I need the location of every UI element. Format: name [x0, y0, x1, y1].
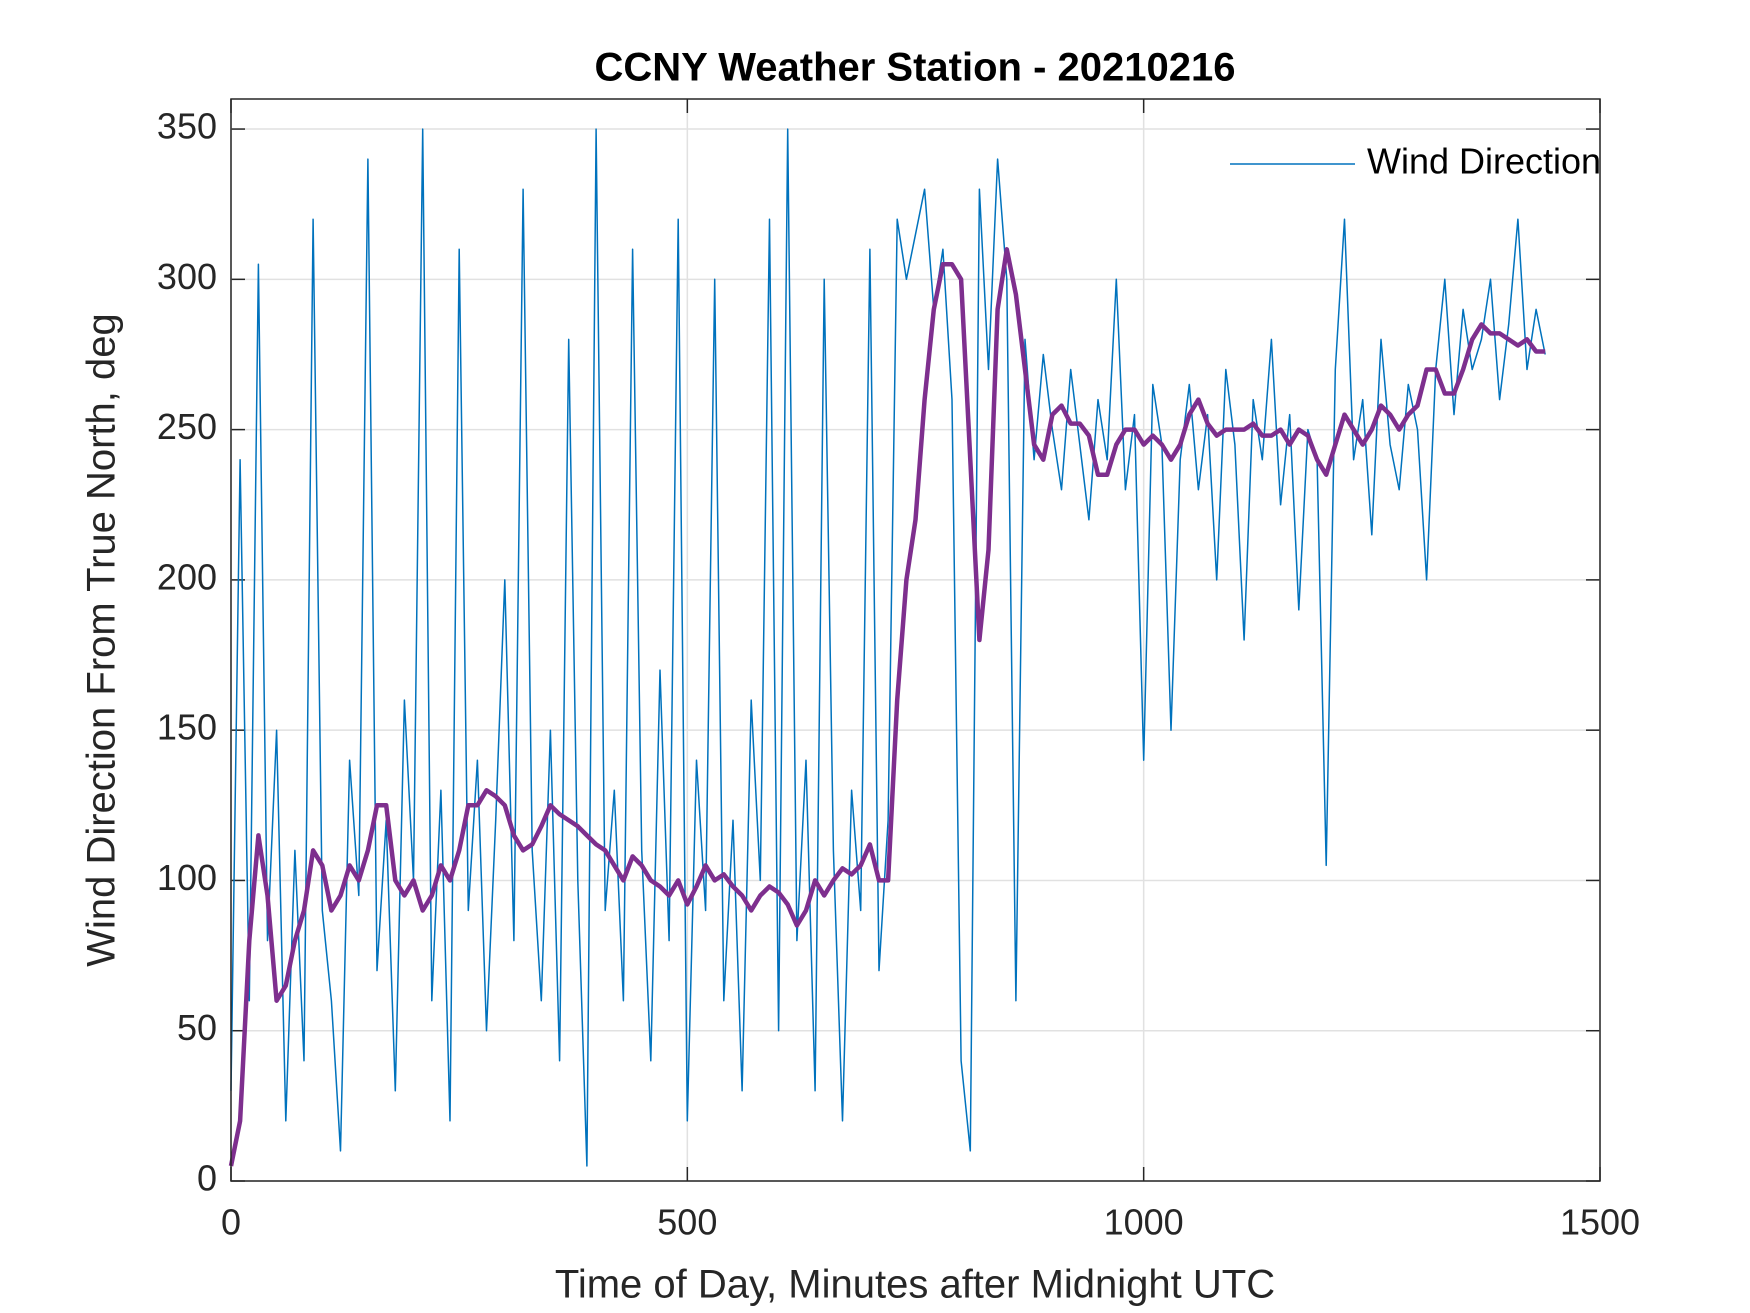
- x-tick-label: 0: [221, 1202, 241, 1243]
- y-tick-label: 200: [157, 556, 217, 597]
- x-tick-label: 1500: [1560, 1202, 1640, 1243]
- y-tick-label: 350: [157, 106, 217, 147]
- y-tick-label: 300: [157, 256, 217, 297]
- x-axis-label: Time of Day, Minutes after Midnight UTC: [555, 1263, 1275, 1307]
- y-tick-label: 50: [177, 1007, 217, 1048]
- y-axis-label: Wind Direction From True North, deg: [80, 313, 124, 967]
- x-tick-label: 1000: [1104, 1202, 1184, 1243]
- y-tick-label: 100: [157, 857, 217, 898]
- data-line: [228, 247, 1546, 1167]
- chart-title: CCNY Weather Station - 20210216: [595, 46, 1236, 90]
- plot-area: [231, 99, 1600, 1181]
- y-tick-label: 0: [197, 1158, 217, 1199]
- data-line: [230, 128, 1546, 1167]
- y-tick-label: 250: [157, 406, 217, 447]
- y-tick-label: 150: [157, 707, 217, 748]
- legend-label: Wind Direction: [1367, 141, 1601, 182]
- axes-box: [230, 98, 1601, 1182]
- x-tick-label: 500: [657, 1202, 717, 1243]
